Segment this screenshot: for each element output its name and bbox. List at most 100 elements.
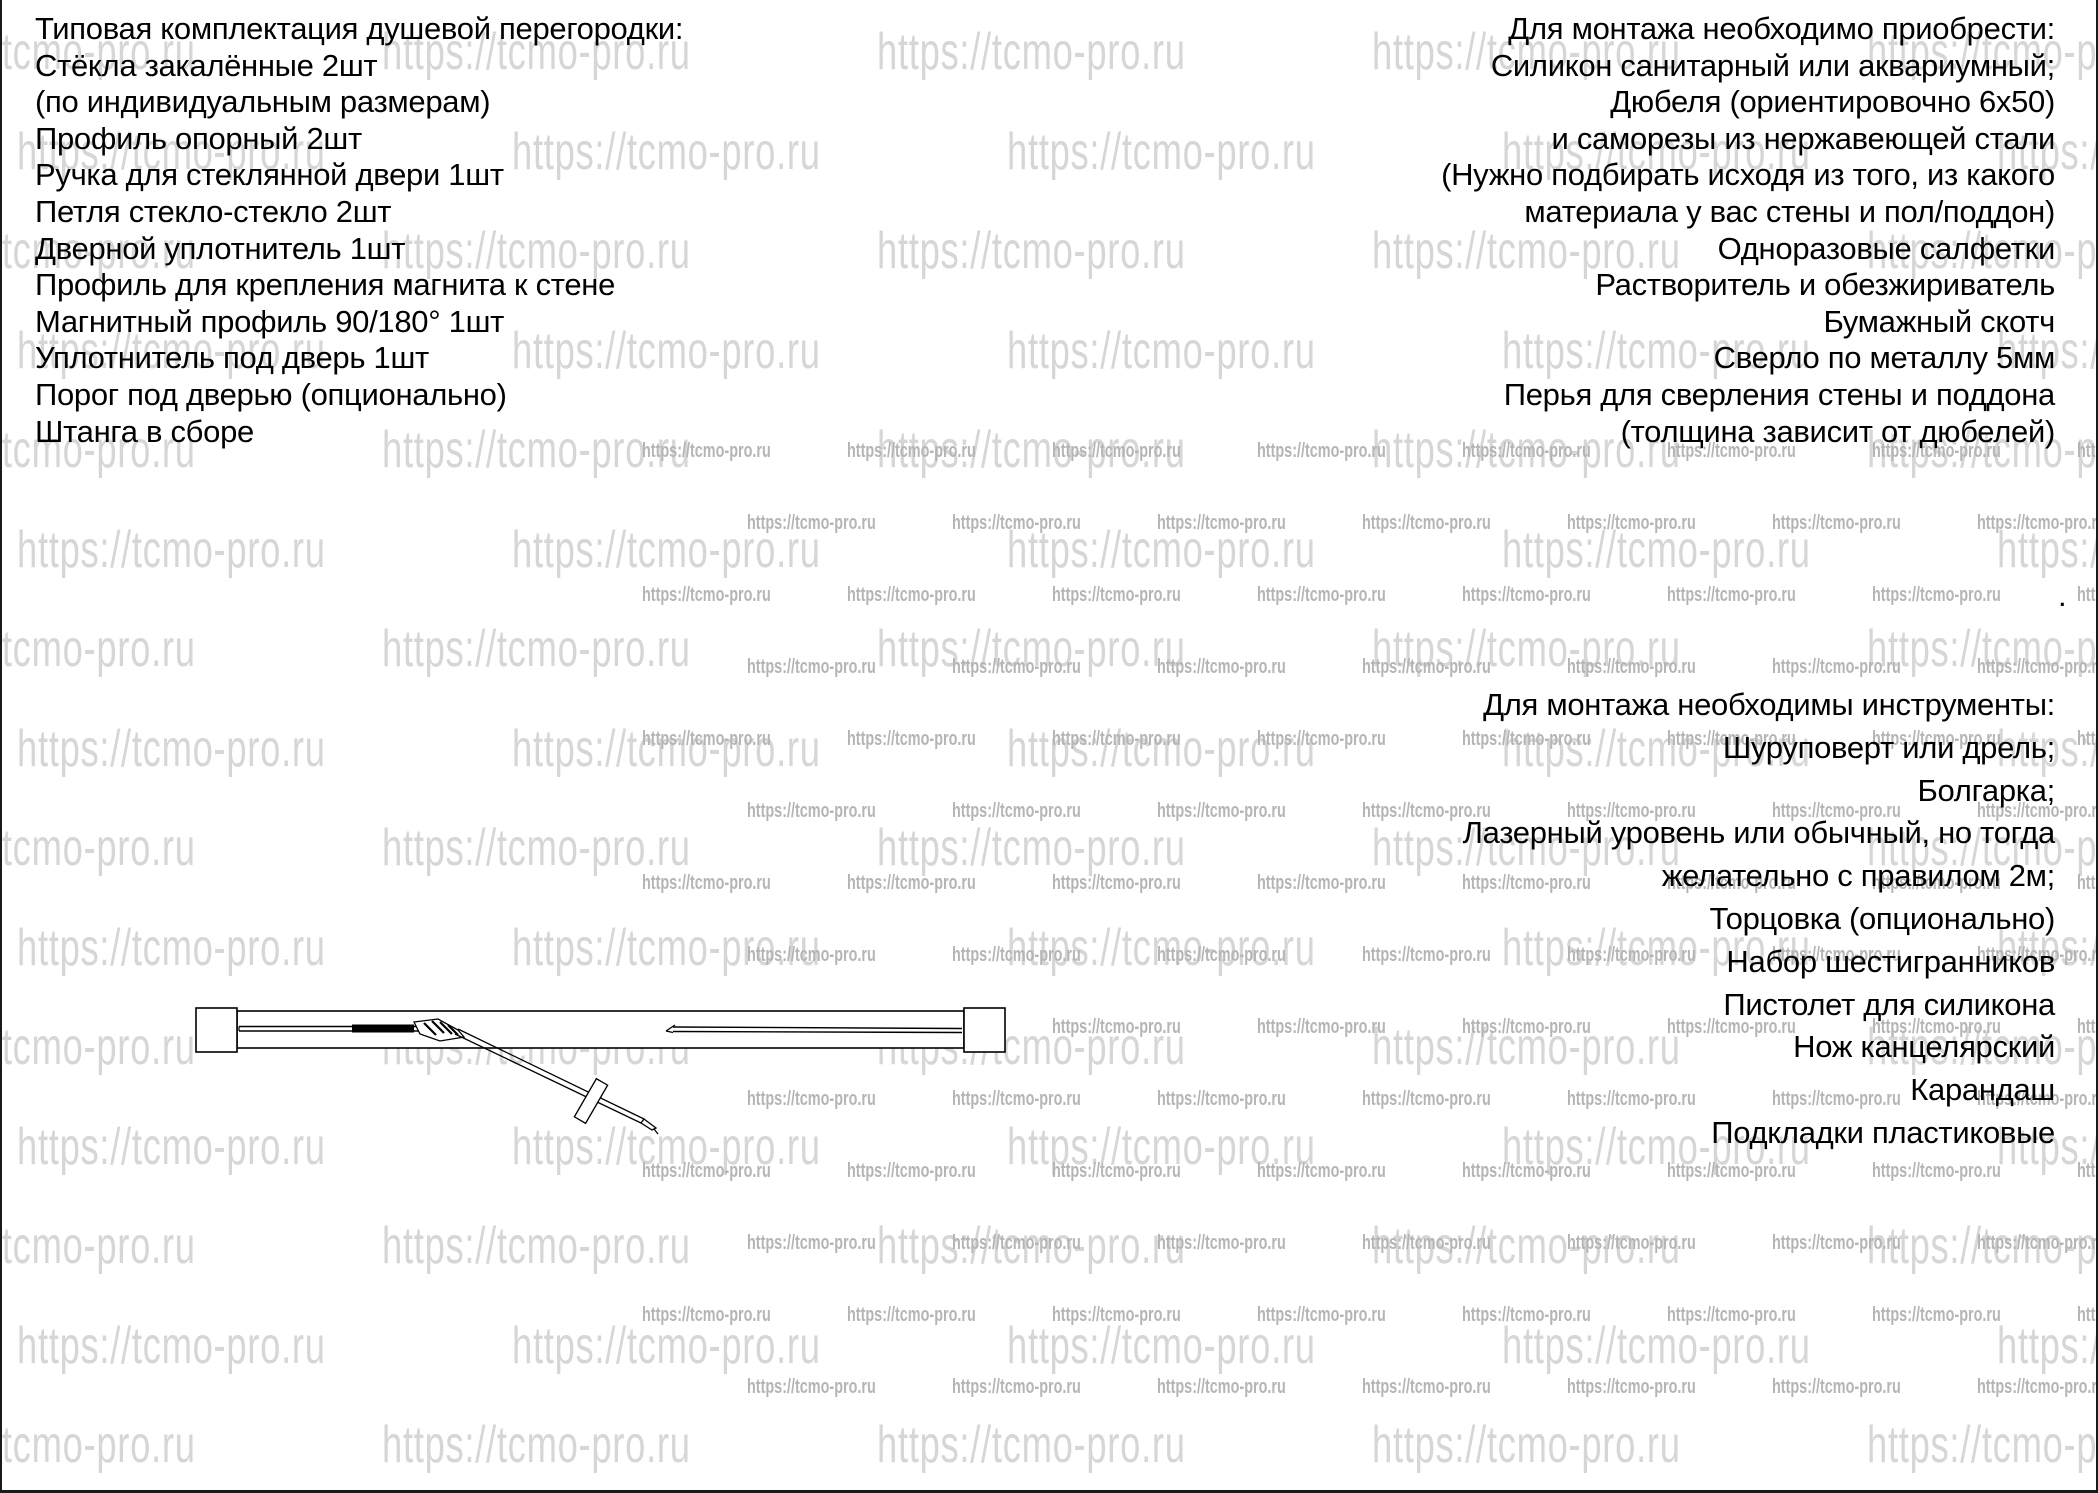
watermark-large: https://tcmo-pro.ru [1997,719,2096,778]
watermark-large: https://tcmo-pro.ru [1007,1316,1316,1375]
watermark-small: https://tcmo-pro.ru [1872,1304,2001,1326]
kit-item: Магнитный профиль 90/180° 1шт [35,303,505,339]
watermark-large: https://tcmo-pro.ru [1502,122,1811,181]
kit-item: Ручка для стеклянной двери 1шт [35,157,504,193]
kit-item: Стёкла закалённые 2шт [35,47,378,83]
watermark-large: https://tcmo-pro.ru [512,918,821,977]
watermark-small: https://tcmo-pro.ru [2077,440,2096,462]
watermark-small: https://tcmo-pro.ru [2077,728,2096,750]
watermark-small: https://tcmo-pro.ru [1567,656,1696,678]
rod-assembly-drawing [195,1007,1006,1135]
watermark-small: https://tcmo-pro.ru [747,656,876,678]
watermark-small: https://tcmo-pro.ru [1567,1376,1696,1398]
purchase-item: (Нужно подбирать исходя из того, из како… [1441,157,2055,193]
watermark-large: https://tcmo-pro.ru [877,23,1186,81]
watermark-small: https://tcmo-pro.ru [952,1376,1081,1398]
watermark-small: https://tcmo-pro.ru [1157,800,1286,822]
watermark-small: https://tcmo-pro.ru [847,440,976,462]
watermark-large: https://tcmo-pro.ru [1502,1316,1811,1375]
watermark-small: https://tcmo-pro.ru [642,440,771,462]
watermark-small: https://tcmo-pro.ru [1157,1232,1286,1254]
watermark-small: https://tcmo-pro.ru [642,872,771,894]
watermark-large: https://tcmo-pro.ru [877,819,1186,877]
watermark-large: https://tcmo-pro.ru [1,1018,196,1076]
watermark-small: https://tcmo-pro.ru [2077,1016,2096,1038]
watermark-large: https://tcmo-pro.ru [512,719,821,778]
watermark-small: https://tcmo-pro.ru [1872,584,2001,606]
watermark-small: https://tcmo-pro.ru [1872,1016,2001,1038]
watermark-large: https://tcmo-pro.ru [1997,321,2096,380]
kit-item: (по индивидуальным размерам) [35,84,491,120]
stray-period: . [2058,578,2067,613]
watermark-large: https://tcmo-pro.ru [1867,1217,2098,1275]
watermark-small: https://tcmo-pro.ru [1257,728,1386,750]
watermark-small: https://tcmo-pro.ru [1667,1016,1796,1038]
watermark-large: https://tcmo-pro.ru [1372,1217,1681,1275]
watermark-small: https://tcmo-pro.ru [1462,872,1591,894]
purchase-item: Дюбеля (ориентировочно 6х50) [1610,84,2055,120]
watermark-small: https://tcmo-pro.ru [747,944,876,966]
watermark-large: https://tcmo-pro.ru [877,421,1186,479]
watermark-small: https://tcmo-pro.ru [2077,1160,2096,1182]
watermark-large: https://tcmo-pro.ru [1,1217,196,1275]
watermark-large: https://tcmo-pro.ru [1867,1018,2098,1076]
watermark-small: https://tcmo-pro.ru [747,1232,876,1254]
watermark-small: https://tcmo-pro.ru [1052,872,1181,894]
watermark-small: https://tcmo-pro.ru [847,872,976,894]
watermark-small: https://tcmo-pro.ru [1567,1088,1696,1110]
kit-section-list: Стёкла закалённые 2шт (по индивидуальным … [35,48,683,451]
tools-item: Шуруповерт или дрель; [1722,729,2055,765]
watermark-small: https://tcmo-pro.ru [847,728,976,750]
purchase-section-title: Для монтажа необходимо приобрести: [1508,11,2055,46]
watermark-large: https://tcmo-pro.ru [382,23,691,81]
watermark-small: https://tcmo-pro.ru [2077,1304,2096,1326]
watermark-small: https://tcmo-pro.ru [1977,1376,2098,1398]
kit-item: Петля стекло-стекло 2шт [35,193,392,229]
watermark-large: https://tcmo-pro.ru [1997,122,2096,181]
watermark-small: https://tcmo-pro.ru [1772,800,1901,822]
watermark-small: https://tcmo-pro.ru [1667,440,1796,462]
purchase-item: Растворитель и обезжириватель [1595,267,2055,303]
kit-item: Профиль для крепления магнита к стене [35,267,616,303]
kit-section-title: Типовая комплектация душевой перегородки… [35,11,684,46]
watermark-small: https://tcmo-pro.ru [2077,872,2096,894]
watermark-small: https://tcmo-pro.ru [1872,872,2001,894]
watermark-small: https://tcmo-pro.ru [1052,440,1181,462]
watermark-small: https://tcmo-pro.ru [1772,656,1901,678]
watermark-small: https://tcmo-pro.ru [1052,1016,1181,1038]
watermark-large: https://tcmo-pro.ru [1372,1018,1681,1076]
watermark-large: https://tcmo-pro.ru [1997,918,2096,977]
watermark-small: https://tcmo-pro.ru [1667,1160,1796,1182]
watermark-small: https://tcmo-pro.ru [1362,512,1491,534]
watermark-large: https://tcmo-pro.ru [1867,222,2098,280]
watermark-large: https://tcmo-pro.ru [1,819,196,877]
kit-item: Порог под дверью (опционально) [35,376,507,412]
kit-item: Уплотнитель под дверь 1шт [35,340,429,376]
watermark-large: https://tcmo-pro.ru [512,1316,821,1375]
watermark-small: https://tcmo-pro.ru [1977,512,2098,534]
watermark-small: https://tcmo-pro.ru [1462,584,1591,606]
watermark-large: https://tcmo-pro.ru [1007,321,1316,380]
watermark-large: https://tcmo-pro.ru [17,918,326,977]
watermark-large: https://tcmo-pro.ru [1372,222,1681,280]
watermark-small: https://tcmo-pro.ru [1362,1376,1491,1398]
watermark-large: https://tcmo-pro.ru [1867,23,2098,81]
watermark-large: https://tcmo-pro.ru [1867,620,2098,678]
watermark-small: https://tcmo-pro.ru [1362,944,1491,966]
watermark-small: https://tcmo-pro.ru [1257,1160,1386,1182]
purchase-item: Перья для сверления стены и поддона [1503,376,2056,412]
watermark-large: https://tcmo-pro.ru [1997,1117,2096,1176]
watermark-small: https://tcmo-pro.ru [1567,1232,1696,1254]
watermark-small: https://tcmo-pro.ru [847,584,976,606]
watermark-large: https://tcmo-pro.ru [1,23,196,81]
watermark-small: https://tcmo-pro.ru [1157,1088,1286,1110]
tools-item: Торцовка (опционально) [1709,900,2055,936]
watermark-large: https://tcmo-pro.ru [877,620,1186,678]
watermark-small: https://tcmo-pro.ru [1462,1304,1591,1326]
tools-item: Набор шестигранников [1726,943,2055,979]
watermark-large: https://tcmo-pro.ru [1867,819,2098,877]
watermark-small: https://tcmo-pro.ru [952,512,1081,534]
watermark-large: https://tcmo-pro.ru [1372,23,1681,81]
watermark-small: https://tcmo-pro.ru [642,584,771,606]
tools-item: Болгарка; [1917,772,2056,808]
